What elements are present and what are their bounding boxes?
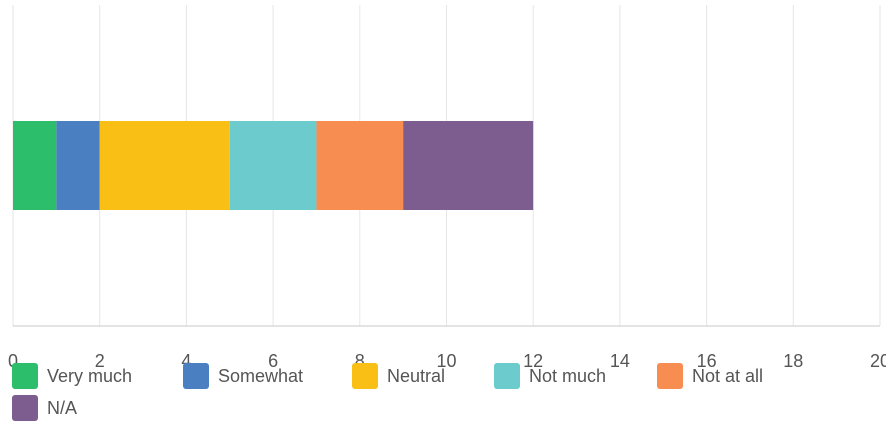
legend-label: N/A (47, 398, 77, 418)
x-tick-label: 10 (436, 351, 456, 371)
x-tick-label: 14 (610, 351, 630, 371)
bar-segment (403, 121, 534, 210)
x-tick-label: 18 (783, 351, 803, 371)
x-tick-label: 20 (870, 351, 886, 371)
legend-label: Neutral (387, 366, 445, 386)
legend-swatch (494, 363, 520, 389)
bar-segment (13, 121, 57, 210)
x-tick-label: 2 (95, 351, 105, 371)
bar-segment (229, 121, 317, 210)
bar-segment (56, 121, 100, 210)
legend-swatch (183, 363, 209, 389)
legend-swatch (12, 363, 38, 389)
legend-label: Somewhat (218, 366, 303, 386)
x-tick-label: 6 (268, 351, 278, 371)
legend-label: Very much (47, 366, 132, 386)
legend-swatch (352, 363, 378, 389)
bar-segment (316, 121, 404, 210)
x-tick-label: 0 (8, 351, 18, 371)
legend-swatch (657, 363, 683, 389)
legend-swatch (12, 395, 38, 421)
legend-label: Not much (529, 366, 606, 386)
x-tick-label: 12 (523, 351, 543, 371)
x-tick-label: 8 (355, 351, 365, 371)
bar-segment (99, 121, 230, 210)
x-tick-label: 4 (181, 351, 191, 371)
legend-label: Not at all (692, 366, 763, 386)
x-tick-label: 16 (697, 351, 717, 371)
